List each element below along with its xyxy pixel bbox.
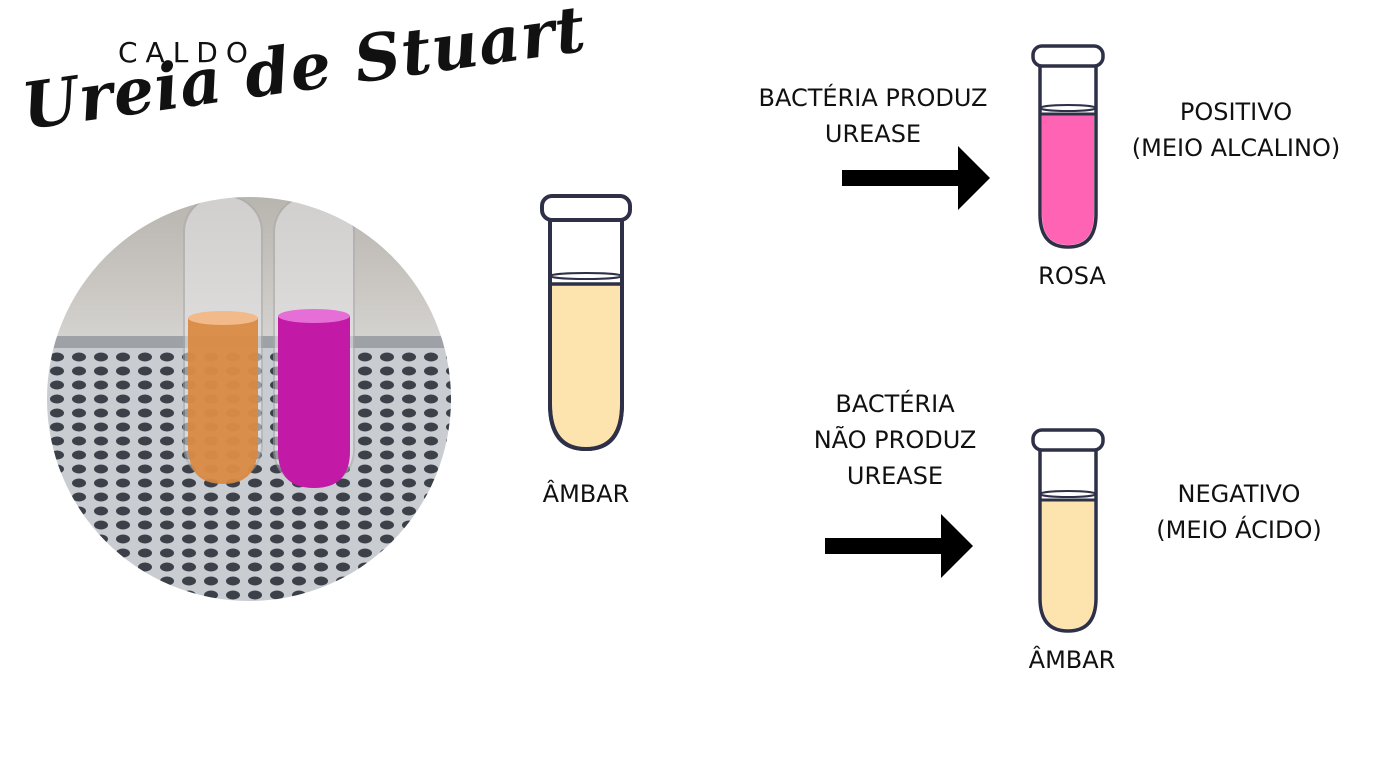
negative-cause-line-2: NÃO PRODUZ xyxy=(813,426,977,454)
negative-color-label: ÂMBAR xyxy=(1028,646,1116,674)
tube-positive-rosa xyxy=(1031,44,1105,249)
tube-negative-ambar xyxy=(1031,428,1105,633)
negative-cause-line-3: UREASE xyxy=(846,462,944,490)
negative-result-line-2: (MEIO ÁCIDO) xyxy=(1156,516,1322,544)
initial-color-label: ÂMBAR xyxy=(542,480,630,508)
tube-initial-amber xyxy=(540,194,632,452)
positive-cause-line-1: BACTÉRIA PRODUZ xyxy=(758,84,988,112)
positive-cause-text: BACTÉRIA PRODUZ UREASE xyxy=(728,80,1018,152)
negative-result-line-1: NEGATIVO xyxy=(1177,480,1301,508)
photo-test-tubes xyxy=(47,197,451,601)
positive-result-line-2: (MEIO ALCALINO) xyxy=(1131,134,1341,162)
title-caldo: CALDO xyxy=(118,36,256,69)
negative-cause-text: BACTÉRIA NÃO PRODUZ UREASE xyxy=(770,386,1020,494)
positive-color-label: ROSA xyxy=(1038,262,1106,290)
negative-cause-line-1: BACTÉRIA xyxy=(835,390,955,418)
negative-result-text: NEGATIVO (MEIO ÁCIDO) xyxy=(1130,476,1348,548)
positive-cause-line-2: UREASE xyxy=(824,120,922,148)
photo-liquid-magenta xyxy=(278,316,350,488)
positive-result-line-1: POSITIVO xyxy=(1179,98,1293,126)
photo-liquid-amber xyxy=(188,318,258,484)
title-ureia-de-stuart: Ureia de Stuart xyxy=(17,0,591,146)
positive-result-text: POSITIVO (MEIO ALCALINO) xyxy=(1110,94,1362,166)
arrow-negative-icon xyxy=(825,514,973,578)
arrow-positive-icon xyxy=(842,146,990,210)
